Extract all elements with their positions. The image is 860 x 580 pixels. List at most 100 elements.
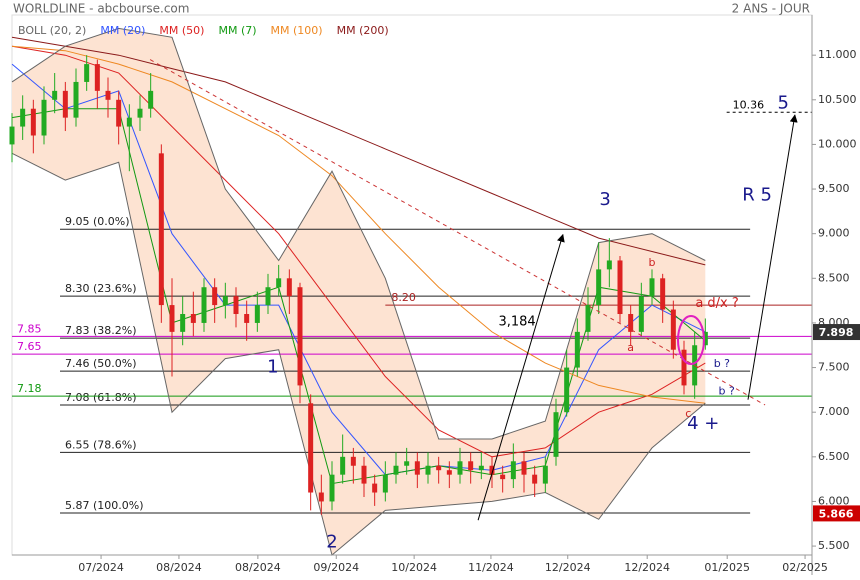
candle-body [265, 287, 271, 306]
candle-body [414, 461, 420, 475]
h-line-label: 7.18 [17, 382, 42, 395]
fib-label: 5.87 (100.0%) [65, 499, 144, 512]
candle-body [393, 465, 399, 475]
candle-body [585, 305, 591, 332]
y-tick-label: 11.000 [818, 48, 857, 61]
candle-body [222, 296, 228, 306]
candle-body [9, 126, 15, 145]
price-label: 7.898 [819, 326, 854, 339]
legend-entry: MM (200) [337, 24, 389, 37]
trend-line [149, 59, 766, 406]
candle-body [254, 305, 260, 323]
candle-body [553, 412, 559, 457]
candle-body [148, 90, 154, 109]
candle-body [73, 81, 79, 118]
trend-line [747, 114, 798, 400]
price-label: 5.866 [819, 507, 854, 520]
candle-body [436, 465, 442, 471]
candle-body [638, 296, 644, 332]
candle-body [521, 461, 527, 475]
candle-body [84, 64, 90, 82]
candle-body [350, 456, 356, 466]
y-tick-label: 7.000 [818, 405, 850, 418]
trend-line [477, 233, 565, 521]
candle-body [446, 470, 452, 475]
bollinger-upper [11, 27, 706, 440]
candle-body [478, 465, 484, 471]
candle-body [62, 90, 68, 118]
fib-label: 7.08 (61.8%) [65, 391, 137, 404]
legend-entry: MM (100) [271, 24, 323, 37]
annotation: c [685, 407, 691, 420]
annotation: 4 + [687, 413, 719, 434]
y-tick-label: 7.500 [818, 361, 850, 374]
candle-body [617, 260, 623, 315]
fib-label: 7.46 (50.0%) [65, 357, 137, 370]
candle-body [457, 461, 463, 475]
annotation: R 5 [742, 184, 772, 205]
candle-body [233, 296, 239, 315]
candle-body [382, 474, 388, 493]
x-tick-label: 02/2025 [782, 561, 828, 574]
x-tick-label: 12/2024 [624, 561, 670, 574]
annotation: b ? [714, 357, 730, 370]
candle-body [169, 305, 175, 332]
candle-body [318, 492, 324, 502]
h-line-label: 10.36 [733, 98, 765, 111]
chart-subtitle: 2 ANS - JOUR [732, 2, 810, 16]
h-line-label: 8.20 [391, 291, 416, 304]
candle-body [212, 287, 218, 306]
candle-body [41, 99, 47, 136]
band-fill [12, 28, 706, 555]
annotation: b ? [719, 385, 735, 398]
h-line-label: 7.85 [17, 322, 42, 335]
fib-label: 6.55 (78.6%) [65, 438, 137, 451]
candle-body [94, 64, 100, 91]
legend-entry: MM (7) [218, 24, 256, 37]
y-tick-label: 10.000 [818, 137, 857, 150]
annotation: a [627, 341, 634, 354]
chart-title: WORLDLINE - abcbourse.com [13, 2, 189, 16]
candle-body [190, 314, 196, 323]
candle-body [105, 90, 111, 100]
candle-body [670, 309, 676, 350]
annotation: 1 [267, 357, 278, 378]
candle-body [532, 474, 538, 484]
legend-entry: BOLL (20, 2) [18, 24, 86, 37]
highlight [677, 315, 705, 365]
moving-average [11, 45, 706, 404]
candle-body [649, 278, 655, 297]
price-label-box [813, 505, 860, 522]
candle-body [372, 483, 378, 493]
candle-body [340, 456, 346, 475]
y-tick-label: 6.500 [818, 450, 850, 463]
fib-label: 9.05 (0.0%) [65, 215, 130, 228]
candle-body [574, 331, 580, 368]
candle-body [308, 403, 314, 493]
candle-body [20, 108, 26, 127]
x-tick-label: 11/2024 [468, 561, 514, 574]
annotation: 2 [326, 532, 337, 553]
candle-body [660, 278, 666, 310]
y-tick-label: 9.500 [818, 182, 850, 195]
candle-body [286, 278, 292, 297]
fib-label: 8.30 (23.6%) [65, 282, 137, 295]
candle-body [180, 314, 186, 332]
candle-body [126, 117, 132, 127]
candle-body [596, 269, 602, 306]
x-tick-label: 10/2024 [391, 561, 437, 574]
candle-body [468, 461, 474, 471]
y-tick-label: 6.000 [818, 494, 850, 507]
candle-body [425, 465, 431, 475]
y-tick-label: 10.500 [818, 93, 857, 106]
fib-label: 7.83 (38.2%) [65, 324, 137, 337]
candle-body [500, 474, 506, 480]
annotation: a d/x ? [695, 296, 738, 311]
moving-average [11, 45, 706, 458]
legend-entry: MM (50) [159, 24, 204, 37]
candle-body [201, 287, 207, 323]
h-line-label: 7.65 [17, 340, 42, 353]
candle-body [628, 314, 634, 332]
candle-body [116, 99, 122, 127]
